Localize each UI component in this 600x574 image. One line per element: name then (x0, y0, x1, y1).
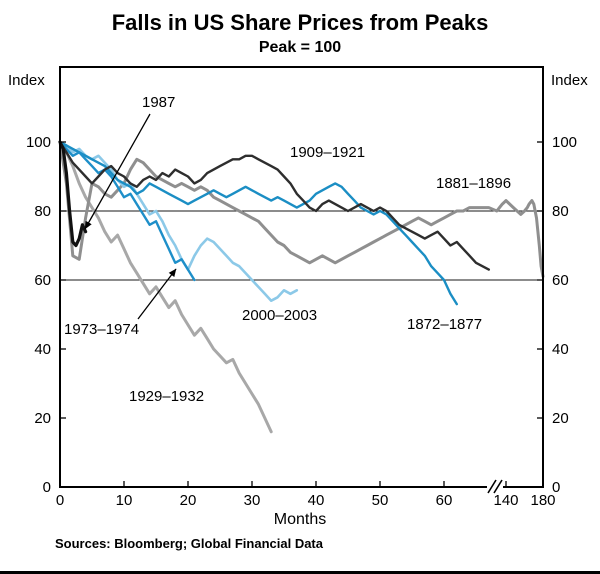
x-tick-label: 10 (116, 492, 133, 509)
sources-note: Sources: Bloomberg; Global Financial Dat… (55, 536, 323, 551)
annotation-label-1929-1932: 1929–1932 (129, 388, 204, 405)
chart-title: Falls in US Share Prices from Peaks (111, 10, 489, 35)
x-tick-label: 20 (180, 492, 197, 509)
series-line-2000-2003 (58, 140, 299, 302)
chart-subtitle: Peak = 100 (258, 39, 342, 56)
series-line-1909-1921 (58, 140, 490, 271)
y-tick-label-left: 60 (34, 272, 51, 289)
x-tick-label: 180 (530, 492, 555, 509)
annotation-label-2000-2003: 2000–2003 (242, 307, 317, 324)
x-tick-label: 40 (308, 492, 325, 509)
x-tick-label: 140 (493, 492, 518, 509)
series-line-1929-1932 (58, 140, 273, 434)
y-tick-label-right: 100 (552, 134, 577, 151)
y-tick-label-left: 0 (43, 479, 51, 496)
axis-break-slash (487, 479, 497, 494)
annotation-label-1881-1896: 1881–1896 (436, 175, 511, 192)
y-axis-unit-left: Index (8, 72, 45, 89)
annotation-label-1872-1877: 1872–1877 (407, 316, 482, 333)
y-tick-label-left: 80 (34, 203, 51, 220)
annotation-arrow-1973-1974 (137, 268, 177, 320)
series-line-1872-1877 (58, 140, 458, 306)
x-tick-label: 60 (436, 492, 453, 509)
annotation-label-1909-1921: 1909–1921 (290, 144, 365, 161)
x-tick-label: 30 (244, 492, 261, 509)
y-tick-label-left: 100 (26, 134, 51, 151)
annotation-label-1987: 1987 (142, 94, 175, 111)
x-tick-label: 0 (56, 492, 64, 509)
x-axis-title: Months (273, 511, 327, 528)
y-tick-label-right: 80 (552, 203, 569, 220)
series-line-1987 (58, 140, 88, 248)
plot-border (59, 66, 544, 488)
y-tick-label-left: 40 (34, 341, 51, 358)
y-axis-unit-right: Index (551, 72, 588, 89)
annotation-label-1973-1974: 1973–1974 (64, 321, 139, 338)
axis-break-slash (493, 479, 503, 494)
y-tick-label-right: 40 (552, 341, 569, 358)
annotation-arrow-1987 (84, 113, 151, 230)
series-line-1881-1896 (58, 140, 545, 278)
y-tick-label-right: 0 (552, 479, 560, 496)
y-tick-label-right: 20 (552, 410, 569, 427)
y-tick-label-left: 20 (34, 410, 51, 427)
x-tick-label: 50 (372, 492, 389, 509)
series-line-1973-1974 (58, 140, 196, 282)
y-tick-label-right: 60 (552, 272, 569, 289)
